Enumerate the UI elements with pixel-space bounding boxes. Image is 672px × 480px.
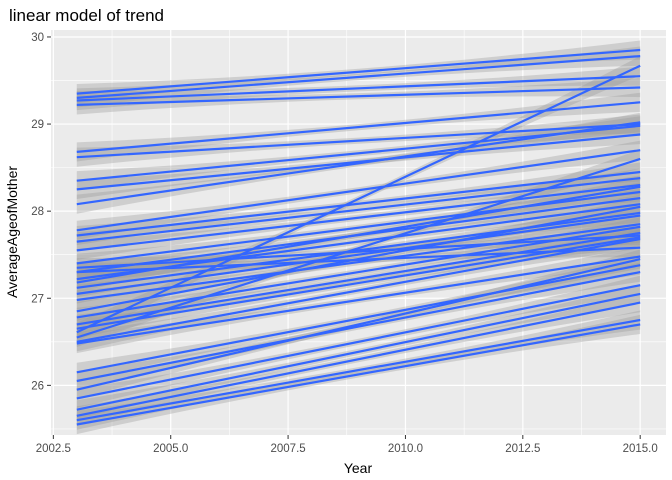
trend-line bbox=[76, 234, 641, 269]
trend-line bbox=[76, 101, 641, 153]
trend-line bbox=[76, 55, 641, 99]
trend-line bbox=[76, 284, 641, 400]
trend-line bbox=[76, 301, 641, 417]
trend-line bbox=[76, 323, 641, 426]
trend-line bbox=[76, 149, 641, 232]
trend-line bbox=[76, 190, 641, 265]
trend-line bbox=[76, 211, 641, 289]
trend-line bbox=[76, 255, 641, 345]
trend-line bbox=[76, 121, 641, 206]
x-tick-label: 2005.0 bbox=[153, 443, 188, 455]
y-tick-label: 30 bbox=[31, 32, 44, 44]
y-tick-label: 26 bbox=[31, 380, 44, 392]
trend-line bbox=[76, 170, 641, 237]
trend-line bbox=[76, 185, 641, 284]
trend-line bbox=[76, 264, 641, 374]
trend-line bbox=[76, 86, 641, 106]
trend-line bbox=[76, 48, 641, 95]
y-tick-label: 29 bbox=[31, 119, 44, 131]
trend-line bbox=[76, 258, 641, 391]
x-tick-label: 2002.5 bbox=[36, 443, 71, 455]
trend-line bbox=[76, 75, 641, 102]
trend-line bbox=[76, 214, 641, 295]
chart-title: linear model of trend bbox=[9, 6, 164, 25]
trend-line bbox=[76, 133, 641, 191]
trend-line bbox=[76, 157, 641, 339]
trend-line bbox=[76, 292, 641, 411]
x-tick-label: 2010.0 bbox=[388, 443, 423, 455]
trend-line bbox=[76, 237, 641, 343]
trend-line bbox=[76, 318, 641, 422]
x-tick-label: 2012.5 bbox=[505, 443, 540, 455]
trend-line bbox=[76, 223, 641, 302]
trend-lines bbox=[76, 48, 641, 426]
y-tick-label: 27 bbox=[31, 293, 44, 305]
x-tick-label: 2015.0 bbox=[623, 443, 658, 455]
trend-line bbox=[76, 271, 641, 383]
y-tick-label: 28 bbox=[31, 206, 44, 218]
x-axis-ticks: 2002.5 2005.0 2007.5 2010.0 2012.5 2015.0 bbox=[36, 435, 658, 455]
x-axis-title: Year bbox=[344, 460, 373, 476]
trend-line bbox=[76, 246, 641, 274]
trend-line bbox=[76, 183, 641, 252]
y-axis-ticks: 26 27 28 29 30 bbox=[31, 32, 51, 392]
trend-line bbox=[76, 231, 641, 326]
trend-line bbox=[76, 123, 641, 159]
y-axis-title: AverageAgeofMother bbox=[4, 166, 20, 298]
x-tick-label: 2007.5 bbox=[270, 443, 305, 455]
